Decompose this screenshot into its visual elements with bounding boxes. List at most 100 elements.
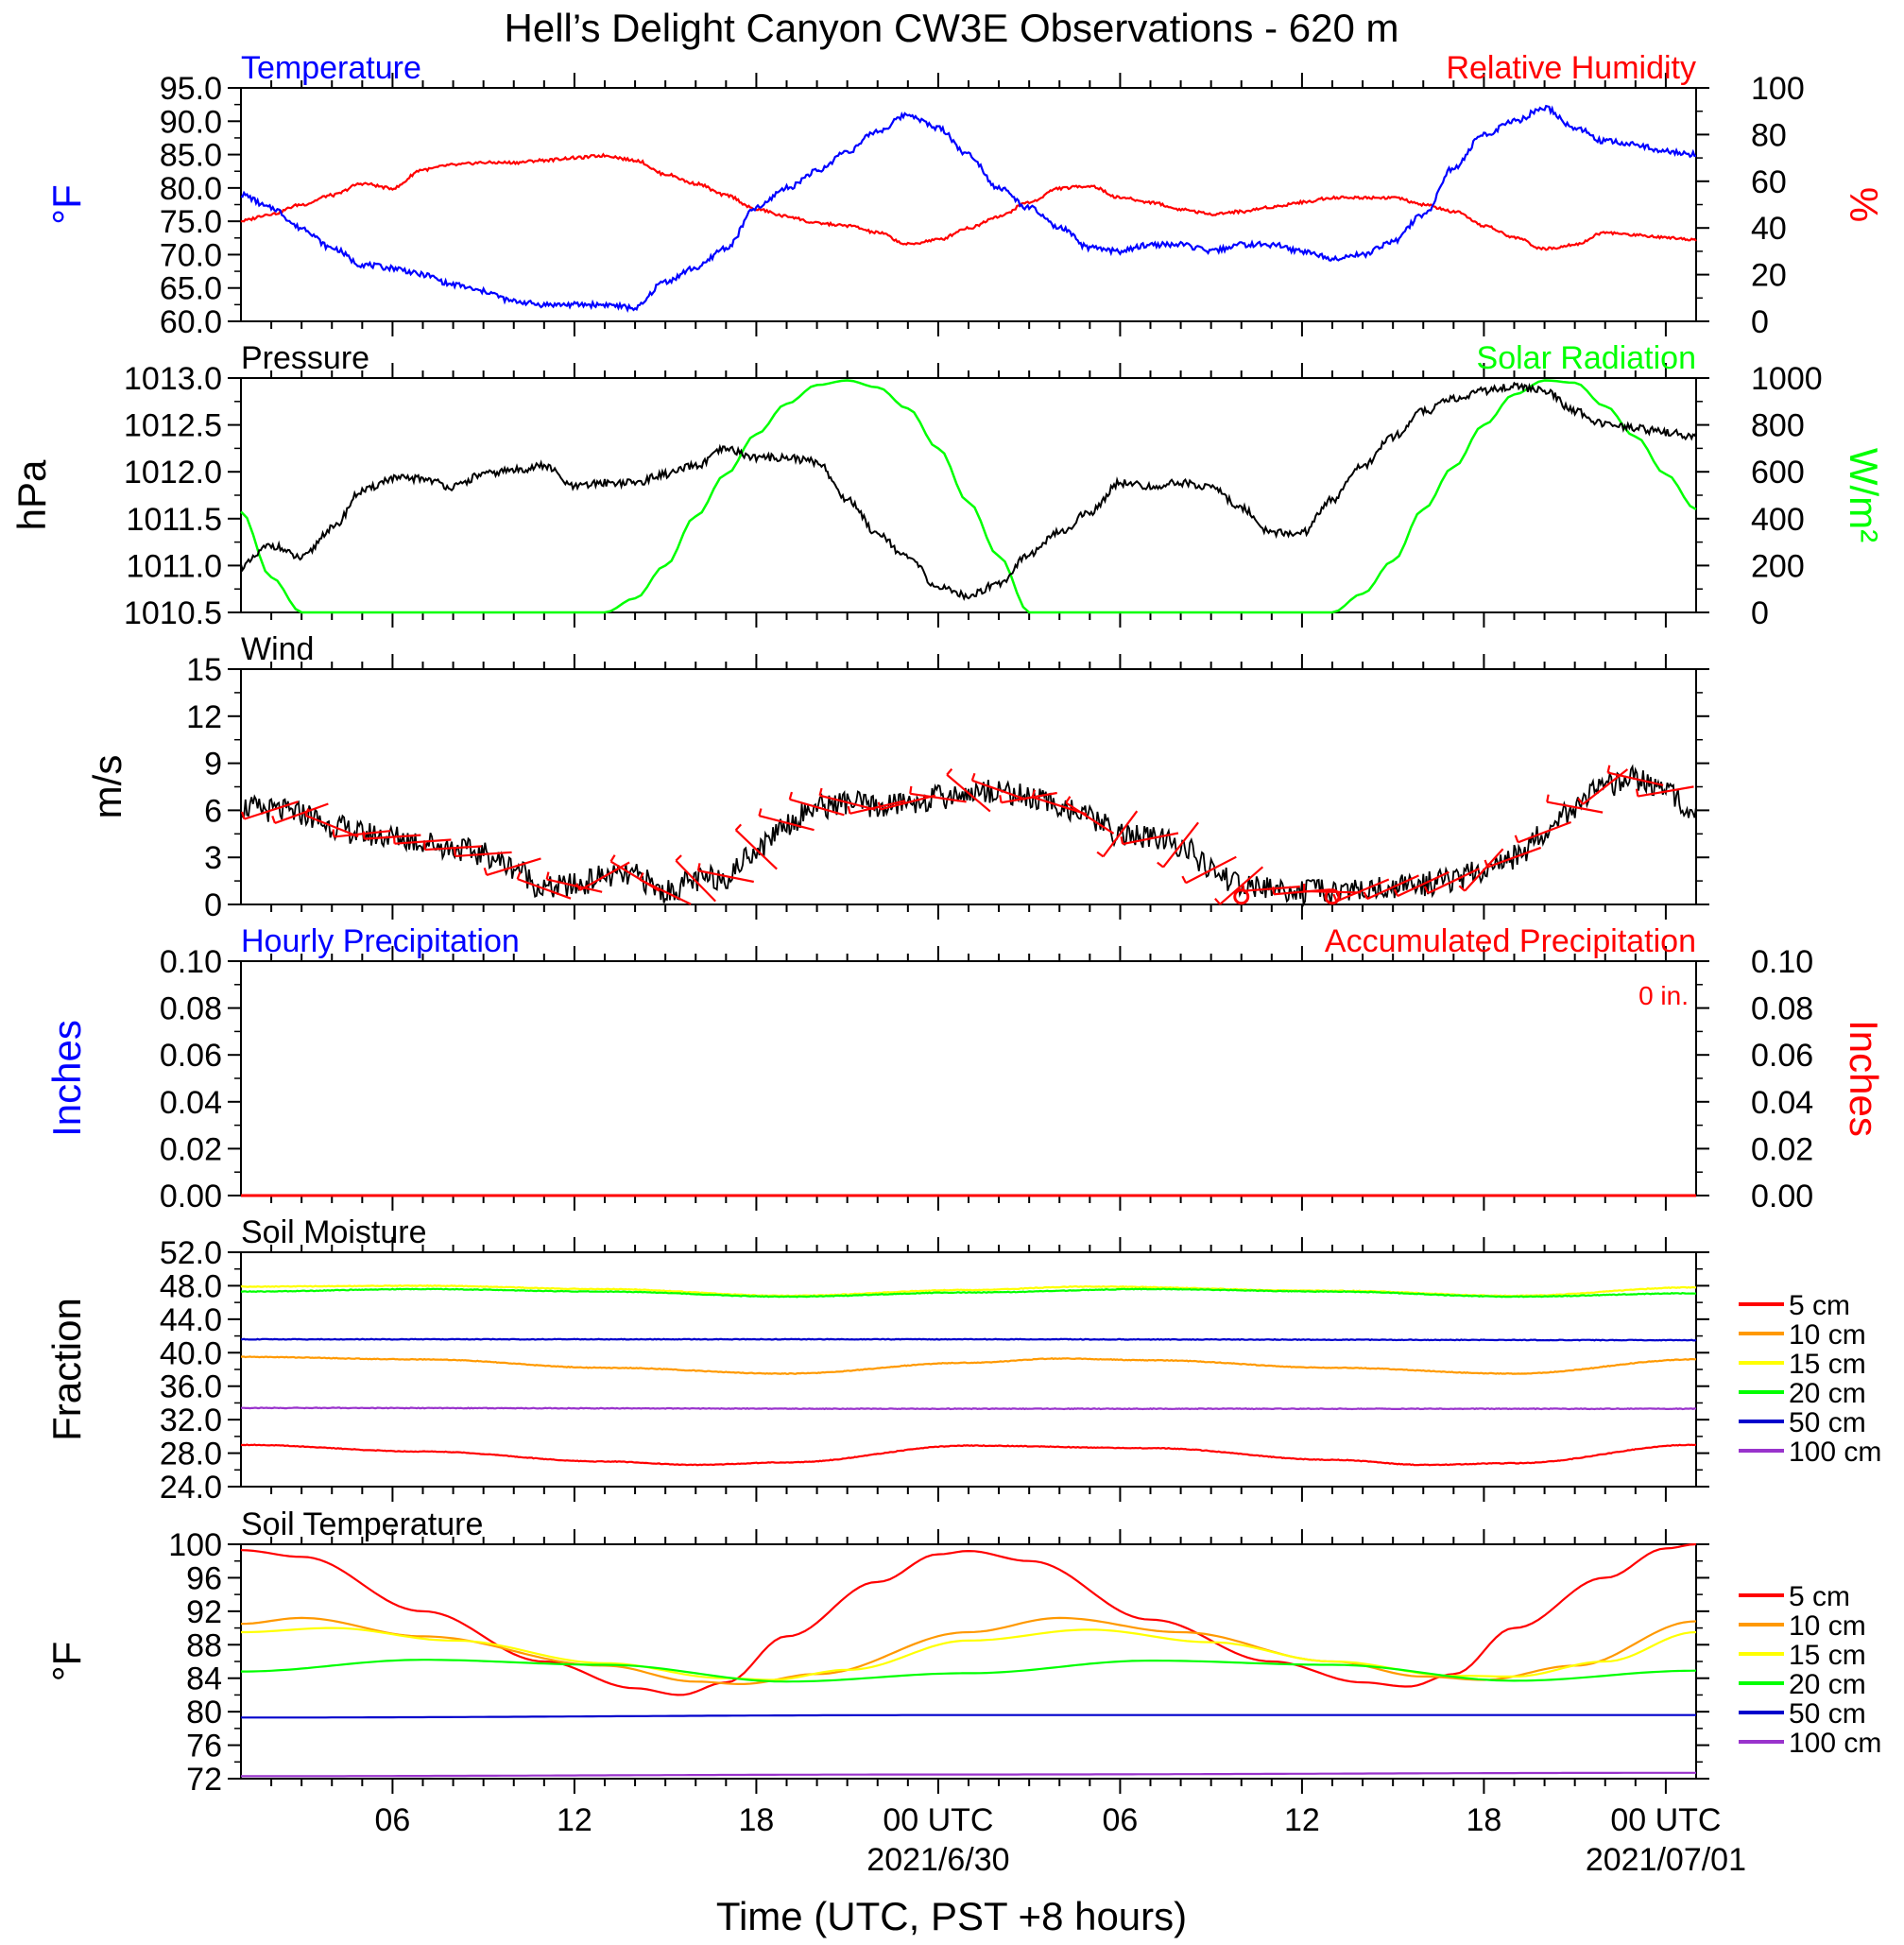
wind-barb-flag	[788, 791, 794, 800]
wind-barb	[1065, 801, 1115, 835]
precip-right-tick-label: 0.04	[1751, 1085, 1813, 1121]
wind-barb-flag	[1065, 796, 1072, 804]
wind-barb	[1001, 791, 1057, 804]
soil-moisture-legend-label: 5 cm	[1789, 1290, 1850, 1321]
wind-barb-flag	[1031, 789, 1037, 798]
wind-barb	[1366, 874, 1419, 901]
wind-barb	[1273, 888, 1330, 896]
wind-barb-flag	[241, 811, 246, 819]
soil-temp-left-tick-label: 88	[186, 1627, 222, 1663]
panels: 95.090.085.080.075.070.065.060.010080604…	[9, 50, 1886, 1878]
wind-barb-flag	[609, 854, 616, 863]
x-tick-label: 18	[739, 1802, 775, 1838]
precip-right-tick-label: 0.08	[1751, 991, 1813, 1027]
x-tick-label: 00 UTC	[1610, 1802, 1721, 1838]
soil-temp-line	[241, 1659, 1697, 1683]
pressure-solar-left-tick-label: 1013.0	[124, 361, 222, 397]
wind-barb-flag	[1120, 835, 1124, 845]
precip-right-tick-label: 0.00	[1751, 1179, 1813, 1214]
humidity-line	[240, 152, 1697, 251]
wind-barb	[304, 814, 359, 838]
soil-temp-left-tick-label: 76	[186, 1729, 222, 1764]
calm-wind-marker	[1233, 888, 1250, 905]
wind-barb-flag	[1096, 851, 1105, 858]
temp-rh-right-tick-label: 40	[1751, 211, 1787, 247]
figure-title: Hell’s Delight Canyon CW3E Observations …	[505, 6, 1399, 50]
soil-moisture-line	[240, 1406, 1697, 1411]
wind-barb	[1607, 771, 1664, 786]
wind-barb-flag	[516, 871, 522, 880]
pressure-solar-left-tick-label: 1011.5	[127, 502, 222, 538]
temp-rh-right-tick-label: 0	[1751, 304, 1769, 340]
precip-left-title: Hourly Precipitation	[241, 923, 520, 959]
pressure-solar-right-tick-label: 200	[1751, 548, 1805, 584]
wind-barb-flag	[483, 867, 489, 876]
temp-rh-left-tick-label: 95.0	[160, 71, 222, 107]
wind-barb-flag	[1514, 835, 1519, 843]
wind-barb-flag	[675, 854, 682, 862]
wind-barb	[334, 830, 391, 838]
wind-left-tick-label: 3	[204, 840, 222, 876]
temp-rh-left-tick-label: 85.0	[160, 138, 222, 174]
wind-barb-flag	[392, 835, 396, 844]
wind-barb	[1486, 846, 1542, 869]
wind-barb	[946, 773, 991, 813]
precip-left-unit: Inches	[44, 1020, 89, 1137]
wind-left-unit: m/s	[85, 755, 129, 819]
wind-barb	[675, 859, 716, 903]
wind-barb	[1162, 821, 1199, 869]
wind-speed-line	[240, 764, 1697, 908]
wind-barb	[546, 878, 603, 893]
calm-wind-marker	[1324, 888, 1341, 905]
precip-left-tick-label: 0.04	[160, 1085, 222, 1121]
wind-barb	[364, 834, 421, 840]
precip-panel: 0.10 0.08 0.06 0.04 0.02 0.00 0.10 0.08 0.06 0.04…	[44, 923, 1886, 1214]
wind-barb	[1303, 889, 1362, 894]
pressure-line	[240, 381, 1697, 601]
precip-right-tick-label: 0.10	[1751, 944, 1813, 980]
soil-temp-left-tick-label: 92	[186, 1594, 222, 1630]
soil-temp-left-tick-label: 72	[186, 1762, 222, 1798]
wind-barb-flag	[1458, 885, 1466, 892]
wind-panel: 15 12 9 6 3 0 Wind m/s	[85, 631, 1709, 923]
precip-left-tick-label: 0.08	[160, 991, 222, 1027]
date-label: 2021/07/01	[1586, 1842, 1746, 1878]
pressure-solar-right-unit: W/m²	[1842, 448, 1886, 542]
wind-barb-flag	[362, 831, 366, 839]
soil-moisture-left-tick-label: 24.0	[160, 1470, 222, 1506]
soil-moisture-left-tick-label: 44.0	[160, 1302, 222, 1338]
wind-barb	[1397, 870, 1449, 898]
wind-left-tick-label: 15	[186, 652, 222, 688]
soil-temp-legend-label: 50 cm	[1789, 1698, 1866, 1730]
wind-barb-flag	[1332, 893, 1338, 903]
soil-temp-line	[241, 1713, 1696, 1719]
precip-right-tick-label: 0.02	[1751, 1131, 1813, 1167]
temp-rh-left-title: Temperature	[241, 50, 421, 86]
soil-temp-legend-label: 10 cm	[1789, 1610, 1866, 1642]
wind-barb	[1243, 886, 1300, 892]
wind-barb-flag	[639, 872, 644, 881]
temp-rh-right-tick-label: 60	[1751, 164, 1787, 200]
precip-right-tick-label: 0.06	[1751, 1038, 1813, 1074]
wind-left-title: Wind	[241, 631, 314, 667]
wind-barb-flag	[758, 808, 763, 817]
x-tick-label: 12	[557, 1802, 592, 1838]
temp-rh-panel: 95.090.085.080.075.070.065.060.0 100 80 60 4…	[44, 50, 1886, 340]
pressure-solar-left-tick-label: 1012.0	[124, 455, 222, 491]
wind-barb	[1122, 832, 1179, 846]
wind-barb-flag	[545, 871, 550, 880]
wind-barb-flag	[1606, 765, 1611, 773]
x-tick-label: 06	[375, 1802, 411, 1838]
pressure-solar-right-tick-label: 400	[1751, 502, 1805, 538]
precip-left-tick-label: 0.06	[160, 1038, 222, 1074]
wind-barb	[910, 792, 967, 803]
soil-moisture-legend-label: 100 cm	[1789, 1437, 1881, 1468]
wind-barb	[1427, 868, 1480, 895]
soil-moisture-legend-label: 10 cm	[1789, 1319, 1866, 1351]
pressure-solar-left-tick-label: 1010.5	[124, 595, 222, 631]
wind-barb-flag	[847, 805, 851, 815]
wind-barb	[244, 800, 299, 820]
wind-barb-flag	[1157, 861, 1164, 869]
